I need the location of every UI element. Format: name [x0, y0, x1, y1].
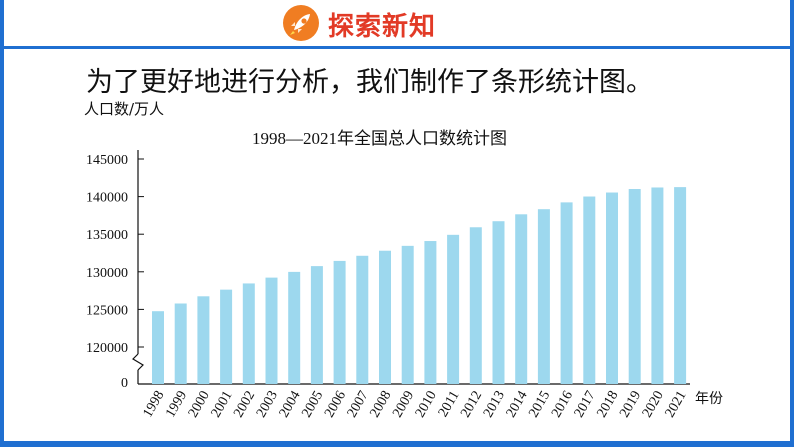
- x-tick-label: 2002: [231, 389, 258, 421]
- axis-break: [132, 353, 144, 371]
- bar: [220, 289, 233, 384]
- y-tick-label: 120000: [86, 341, 128, 356]
- bar: [560, 202, 573, 384]
- x-axis-label: 年份: [695, 391, 723, 407]
- intro-sentence: 为了更好地进行分析，我们制作了条形统计图。: [86, 67, 653, 98]
- bar: [356, 255, 369, 384]
- x-tick-label: 2009: [390, 389, 417, 421]
- bar: [288, 271, 301, 384]
- bar: [492, 221, 505, 384]
- x-tick-label: 1999: [163, 389, 190, 421]
- bar: [628, 189, 641, 384]
- header-divider: [0, 46, 794, 49]
- x-tick-label: 2006: [322, 389, 349, 421]
- x-tick-label: 2015: [526, 389, 553, 421]
- x-tick-label: 2017: [572, 389, 599, 421]
- y-tick-label: 125000: [86, 303, 128, 318]
- bar: [447, 234, 460, 384]
- x-tick-label: 2016: [549, 389, 576, 421]
- bar: [537, 209, 550, 384]
- bar: [401, 245, 414, 384]
- x-tick-label: 2008: [367, 389, 394, 421]
- bar: [310, 266, 323, 384]
- x-tick-label: 2004: [277, 389, 304, 421]
- bar: [674, 187, 687, 384]
- y-tick-label: 130000: [86, 266, 128, 281]
- x-tick-label: 2013: [481, 389, 508, 421]
- bar: [174, 303, 187, 384]
- bar: [197, 296, 210, 384]
- x-tick-label: 2021: [663, 389, 690, 421]
- y-axis-label: 人口数/万人: [84, 100, 165, 118]
- x-tick-label: 2011: [436, 389, 463, 420]
- chart-title: 1998—2021年全国总人口数统计图: [252, 129, 507, 148]
- bar: [379, 250, 391, 384]
- y-tick-label: 135000: [86, 228, 128, 243]
- x-tick-label: 1998: [140, 389, 167, 421]
- bar: [469, 227, 482, 384]
- section-title: 探索新知: [328, 12, 437, 42]
- x-tick-label: 2000: [186, 389, 213, 421]
- x-tick-label: 2020: [640, 389, 667, 421]
- bar: [333, 260, 346, 384]
- x-tick-label: 2014: [504, 389, 531, 421]
- bar: [424, 241, 437, 384]
- x-tick-label: 2005: [299, 389, 326, 421]
- bar: [583, 196, 596, 384]
- x-tick-label: 2003: [254, 389, 281, 421]
- bar: [242, 283, 255, 384]
- bar: [651, 187, 664, 384]
- y-tick-label: 145000: [86, 153, 128, 168]
- y-zero-label: 0: [121, 376, 128, 391]
- rocket-icon: [283, 5, 319, 41]
- y-ticks: 120000 125000 130000 135000 140000 145000 0: [86, 153, 144, 391]
- bar: [152, 311, 164, 384]
- x-tick-label: 2010: [413, 389, 440, 421]
- bars: [152, 187, 687, 384]
- x-tick-label: 2001: [209, 389, 236, 421]
- bar: [515, 214, 528, 384]
- x-tick-label: 2012: [458, 389, 485, 421]
- x-ticks: 1998199920002001200220032004200520062007…: [140, 389, 689, 421]
- x-tick-label: 2019: [617, 389, 644, 421]
- bar: [265, 277, 278, 384]
- x-tick-label: 2007: [345, 389, 372, 421]
- y-tick-label: 140000: [86, 191, 128, 206]
- bar: [606, 192, 618, 384]
- x-tick-label: 2018: [594, 389, 621, 421]
